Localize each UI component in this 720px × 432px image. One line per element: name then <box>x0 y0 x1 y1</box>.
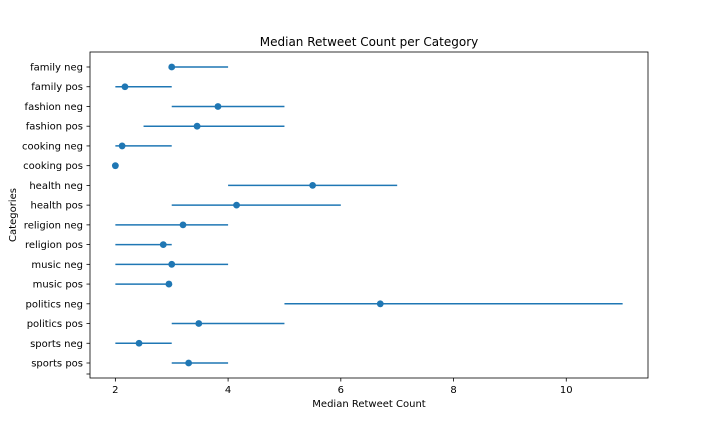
y-axis-ticks: family neg family pos fashion neg fashion p… <box>22 63 90 375</box>
point-fashion-neg <box>214 103 222 110</box>
x-tick-label-10: 10 <box>560 385 573 396</box>
point-music-pos <box>165 280 173 288</box>
point-health-pos <box>233 201 240 209</box>
point-family-pos <box>121 83 129 91</box>
y-tick-label-health-pos: health pos <box>30 201 83 212</box>
data-points <box>111 63 384 367</box>
point-family-neg <box>168 63 176 71</box>
x-axis-ticks: 2 4 6 8 10 <box>112 378 573 396</box>
y-tick-label-religion-pos: religion pos <box>25 240 83 251</box>
error-bars <box>115 66 623 364</box>
y-tick-label-cooking-neg: cooking neg <box>22 141 83 152</box>
point-politics-neg <box>376 300 384 308</box>
point-health-neg <box>309 182 317 189</box>
chart-title: Median Retweet Count per Category <box>260 35 478 49</box>
point-music-neg <box>168 260 176 268</box>
x-tick-label-2: 2 <box>112 385 118 396</box>
y-tick-label-politics-pos: politics pos <box>27 319 83 330</box>
y-tick-label-religion-neg: religion neg <box>24 220 83 231</box>
y-tick-label-sports-pos: sports pos <box>31 359 83 370</box>
point-fashion-pos <box>193 122 201 130</box>
point-cooking-pos <box>111 162 119 170</box>
y-tick-label-cooking-pos: cooking pos <box>23 161 83 172</box>
y-tick-label-fashion-neg: fashion neg <box>25 102 83 113</box>
y-tick-label-family-neg: family neg <box>30 63 83 74</box>
point-politics-pos <box>195 320 203 327</box>
x-tick-label-4: 4 <box>225 385 231 396</box>
y-tick-label-health-neg: health neg <box>29 181 83 192</box>
point-religion-neg <box>179 221 187 229</box>
y-axis-label: Categories <box>8 188 19 242</box>
point-sports-neg <box>135 339 143 347</box>
plot-frame <box>89 51 649 379</box>
y-tick-label-family-pos: family pos <box>31 82 83 93</box>
point-religion-pos <box>159 241 167 249</box>
x-axis-label: Median Retweet Count <box>312 399 425 410</box>
y-tick-label-music-pos: music pos <box>33 280 83 291</box>
y-tick-label-politics-neg: politics neg <box>26 299 83 310</box>
y-tick-label-fashion-pos: fashion pos <box>26 122 83 133</box>
point-cooking-neg <box>118 142 126 150</box>
x-tick-label-6: 6 <box>338 385 344 396</box>
y-tick-label-music-neg: music neg <box>31 260 83 271</box>
y-tick-label-sports-neg: sports neg <box>30 339 83 350</box>
point-sports-pos <box>185 359 193 367</box>
x-tick-label-8: 8 <box>450 385 456 396</box>
